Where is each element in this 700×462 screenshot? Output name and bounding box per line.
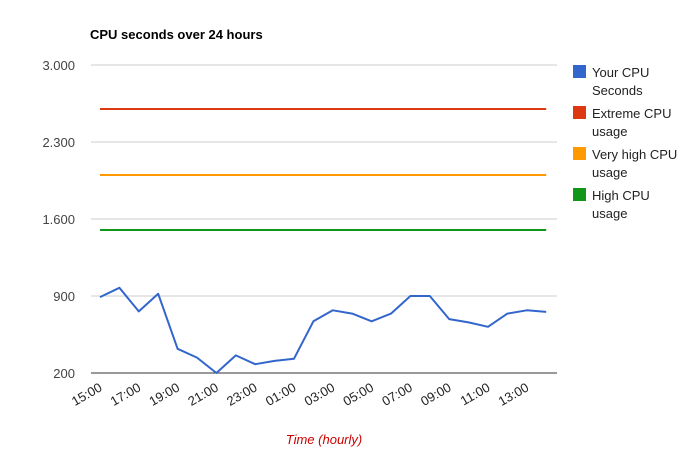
x-tick-label: 17:00: [108, 380, 144, 409]
y-axis-ticks: 3.000 2.300 1.600 900 200: [42, 58, 75, 381]
gridlines: [91, 64, 557, 374]
legend-label-very-high-cpu-usage: Very high CPU usage: [592, 147, 677, 180]
x-tick-label: 23:00: [224, 380, 260, 409]
legend-swatch-very-high-cpu-usage: [573, 147, 586, 160]
x-tick-label: 21:00: [185, 380, 221, 409]
x-tick-label: 11:00: [458, 380, 493, 409]
legend-swatch-high-cpu-usage: [573, 188, 586, 201]
y-tick-label: 200: [53, 366, 75, 381]
y-tick-label: 1.600: [42, 212, 75, 227]
x-tick-label: 09:00: [418, 380, 454, 409]
x-tick-label: 15:00: [69, 380, 105, 409]
x-tick-label: 13:00: [496, 380, 532, 409]
legend-label-extreme-cpu-usage: Extreme CPU usage: [592, 106, 671, 139]
x-tick-label: 01:00: [263, 380, 299, 409]
x-axis-ticks: 15:00 17:00 19:00 21:00 23:00 01:00 03:00 05:00…: [69, 380, 531, 409]
series-lines: [99, 108, 547, 374]
x-axis-label: Time (hourly): [286, 432, 362, 447]
x-tick-label: 05:00: [340, 380, 376, 409]
x-tick-label: 07:00: [379, 380, 415, 409]
legend-swatch-extreme-cpu-usage: [573, 106, 586, 119]
x-tick-label: 03:00: [302, 380, 338, 409]
legend-label-your-cpu-seconds: Your CPU Seconds: [592, 65, 649, 98]
legend-swatch-your-cpu-seconds: [573, 65, 586, 78]
series-line-your-cpu-seconds: [99, 286, 547, 374]
y-tick-label: 2.300: [42, 135, 75, 150]
x-tick-label: 19:00: [146, 380, 182, 409]
chart-title: CPU seconds over 24 hours: [90, 27, 263, 42]
legend: Your CPU Seconds Extreme CPU usage Very high…: [573, 65, 677, 221]
y-tick-label: 900: [53, 289, 75, 304]
y-tick-label: 3.000: [42, 58, 75, 73]
legend-label-high-cpu-usage: High CPU usage: [592, 188, 650, 221]
